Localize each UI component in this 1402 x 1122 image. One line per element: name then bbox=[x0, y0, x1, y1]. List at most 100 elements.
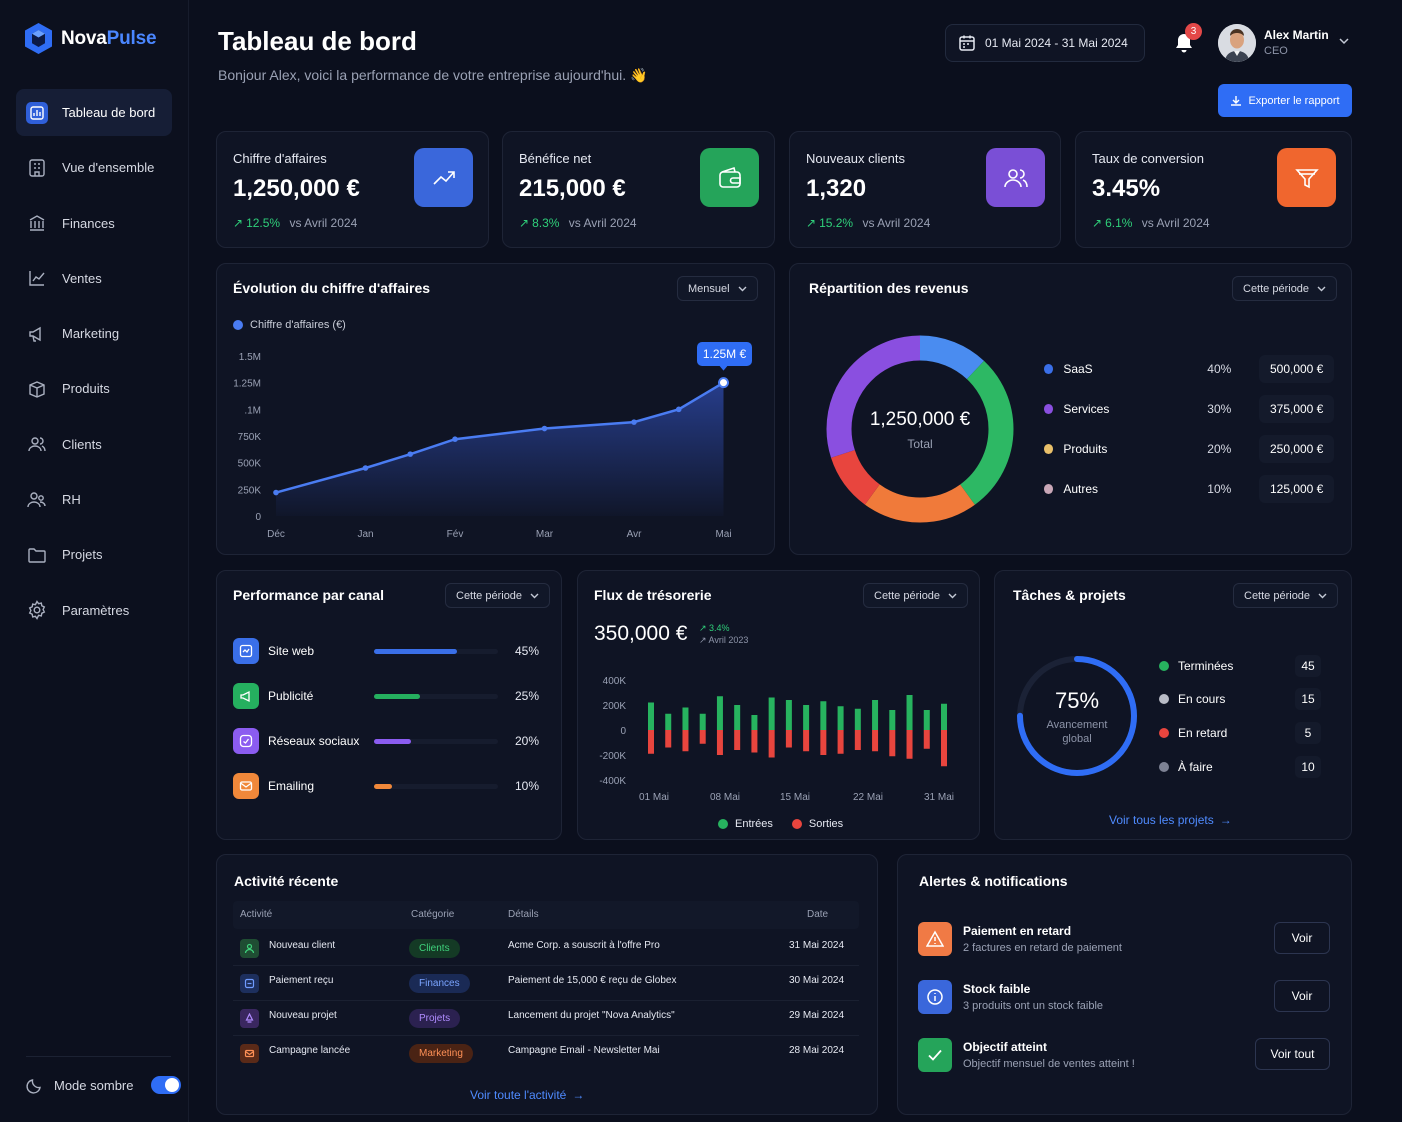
kpi-value: 1,250,000 € bbox=[233, 175, 360, 202]
mail-icon bbox=[233, 773, 259, 799]
share-icon bbox=[233, 728, 259, 754]
trend-up-icon bbox=[414, 148, 473, 207]
channel-row: Réseaux sociaux 20% bbox=[233, 728, 539, 754]
period-dropdown[interactable]: Cette période bbox=[1232, 276, 1338, 301]
chart-legend: Entrées Sorties bbox=[718, 818, 843, 830]
kpi-value: 1,320 bbox=[806, 175, 867, 202]
sidebar-item-finances[interactable]: Finances bbox=[16, 200, 172, 247]
inflow-bar bbox=[734, 705, 741, 730]
warning-icon bbox=[918, 922, 952, 956]
kpi-delta: ↗ 15.2% vs Avril 2024 bbox=[806, 216, 931, 230]
progress-percent: 75% bbox=[1054, 688, 1100, 713]
card-title: Alertes & notifications bbox=[919, 873, 1068, 889]
channel-progress-fill bbox=[374, 783, 393, 789]
x-tick-label: 15 Mai bbox=[780, 792, 810, 803]
view-all-projects-link[interactable]: Voir tous les projets → bbox=[1109, 813, 1232, 827]
table-row[interactable]: Campagne lancée Marketing Campagne Email… bbox=[233, 1036, 859, 1071]
kpi-card-conversion-rate: Taux de conversion 3.45% ↗ 6.1% vs Avril … bbox=[1075, 131, 1352, 248]
mail-icon bbox=[240, 1044, 259, 1063]
revenue-split-row: SaaS 40% 500,000 € bbox=[1044, 355, 1334, 383]
page-subtitle: Bonjour Alex, voici la performance de vo… bbox=[218, 67, 648, 83]
funnel-icon bbox=[1277, 148, 1336, 207]
view-all-alerts-button[interactable]: Voir tout bbox=[1255, 1038, 1330, 1070]
chevron-down-icon[interactable] bbox=[1338, 37, 1350, 45]
inflow-bar bbox=[716, 696, 723, 730]
outflow-bar bbox=[665, 730, 672, 748]
channel-row: Emailing 10% bbox=[233, 773, 539, 799]
donut-total-label: Total bbox=[907, 437, 933, 451]
status-dot bbox=[1159, 762, 1169, 772]
building-icon bbox=[26, 157, 48, 179]
box-icon bbox=[26, 378, 48, 400]
period-dropdown[interactable]: Cette période bbox=[863, 583, 969, 608]
inflow-bar bbox=[854, 708, 861, 730]
outflow-bar bbox=[906, 730, 913, 759]
globe-icon bbox=[233, 638, 259, 664]
channel-progress-bar bbox=[374, 738, 498, 744]
inflow-bar bbox=[941, 703, 947, 730]
card-title: Évolution du chiffre d'affaires bbox=[233, 280, 431, 296]
sidebar-item-ventes[interactable]: Ventes bbox=[16, 255, 172, 302]
sidebar-item-vue-ensemble[interactable]: Vue d'ensemble bbox=[16, 144, 172, 191]
table-row[interactable]: Nouveau projet Projets Lancement du proj… bbox=[233, 1001, 859, 1036]
kpi-card-net-profit: Bénéfice net 215,000 € ↗ 8.3% vs Avril 20… bbox=[502, 131, 775, 248]
x-tick-label: Avr bbox=[627, 529, 642, 540]
brand-logo[interactable]: NovaPulse bbox=[24, 22, 157, 55]
avatar[interactable] bbox=[1218, 24, 1256, 62]
revenue-split-card: Répartition des revenus Cette période 1,… bbox=[789, 263, 1352, 555]
download-icon bbox=[1231, 95, 1242, 106]
chevron-down-icon bbox=[1317, 286, 1326, 291]
view-alert-button[interactable]: Voir bbox=[1274, 980, 1330, 1012]
export-report-button[interactable]: Exporter le rapport bbox=[1218, 84, 1352, 117]
table-row[interactable]: Paiement reçu Finances Paiement de 15,00… bbox=[233, 966, 859, 1001]
view-all-activity-link[interactable]: Voir toute l'activité → bbox=[470, 1088, 585, 1102]
dark-mode-label: Mode sombre bbox=[54, 1077, 134, 1093]
category-badge: Clients bbox=[409, 939, 460, 958]
inflow-bar bbox=[889, 710, 896, 730]
kpi-value: 215,000 € bbox=[519, 175, 626, 202]
column-header: Date bbox=[807, 909, 829, 920]
revenue-area-fill bbox=[276, 382, 724, 516]
inflow-bar bbox=[699, 713, 706, 730]
sidebar-item-projets[interactable]: Projets bbox=[16, 531, 172, 578]
outflow-bar bbox=[854, 730, 861, 750]
view-alert-button[interactable]: Voir bbox=[1274, 922, 1330, 954]
sidebar-item-clients[interactable]: Clients bbox=[16, 421, 172, 468]
sidebar-item-parametres[interactable]: Paramètres bbox=[16, 587, 172, 634]
cashflow-bar-chart: 400K 200K 0 -200K -400K 01 Mai 08 Mai 15 Mai 22 … bbox=[599, 676, 954, 803]
alert-description: Objectif mensuel de ventes atteint ! bbox=[963, 1058, 1135, 1070]
outflow-bar bbox=[923, 730, 930, 749]
dark-mode-toggle[interactable] bbox=[151, 1076, 182, 1094]
activity-details: Paiement de 15,000 € reçu de Globex bbox=[508, 975, 677, 986]
period-dropdown[interactable]: Mensuel bbox=[677, 276, 758, 301]
channel-row: Publicité 25% bbox=[233, 683, 539, 709]
table-row[interactable]: Nouveau client Clients Acme Corp. a sous… bbox=[233, 931, 859, 966]
sidebar-item-label: Marketing bbox=[62, 326, 120, 342]
sidebar-item-tableau-de-bord[interactable]: Tableau de bord bbox=[16, 89, 172, 136]
y-tick-label: 0 bbox=[620, 726, 626, 737]
donut-slice bbox=[826, 335, 1014, 523]
sidebar-item-produits[interactable]: Produits bbox=[16, 365, 172, 412]
sidebar-item-marketing[interactable]: Marketing bbox=[16, 310, 172, 357]
arrow-up-right-icon: ↗ bbox=[806, 216, 817, 230]
date-range-picker[interactable]: 01 Mai 2024 - 31 Mai 2024 bbox=[945, 24, 1145, 62]
inflow-bar bbox=[665, 713, 672, 730]
y-tick-label: -400K bbox=[599, 776, 626, 787]
activity-details: Acme Corp. a souscrit à l'offre Pro bbox=[508, 940, 660, 951]
alert-item: Paiement en retard 2 factures en retard … bbox=[918, 922, 1330, 962]
user-name: Alex Martin bbox=[1264, 28, 1329, 42]
revenue-split-row: Produits 20% 250,000 € bbox=[1044, 435, 1334, 463]
inflow-bar bbox=[906, 695, 913, 730]
x-tick-label: Déc bbox=[267, 529, 285, 540]
cashflow-value: 350,000 € bbox=[594, 622, 688, 645]
progress-label: Avancement global bbox=[1046, 719, 1108, 745]
activity-date: 30 Mai 2024 bbox=[789, 975, 845, 986]
sidebar-item-label: Tableau de bord bbox=[62, 105, 156, 120]
channel-progress-bar bbox=[374, 783, 498, 789]
donut-slice bbox=[826, 335, 1014, 523]
period-dropdown[interactable]: Cette période bbox=[445, 583, 551, 608]
activity-date: 29 Mai 2024 bbox=[789, 1010, 845, 1021]
dashboard-icon bbox=[26, 101, 48, 124]
period-dropdown[interactable]: Cette période bbox=[1233, 583, 1339, 608]
sidebar-item-rh[interactable]: RH bbox=[16, 476, 172, 523]
